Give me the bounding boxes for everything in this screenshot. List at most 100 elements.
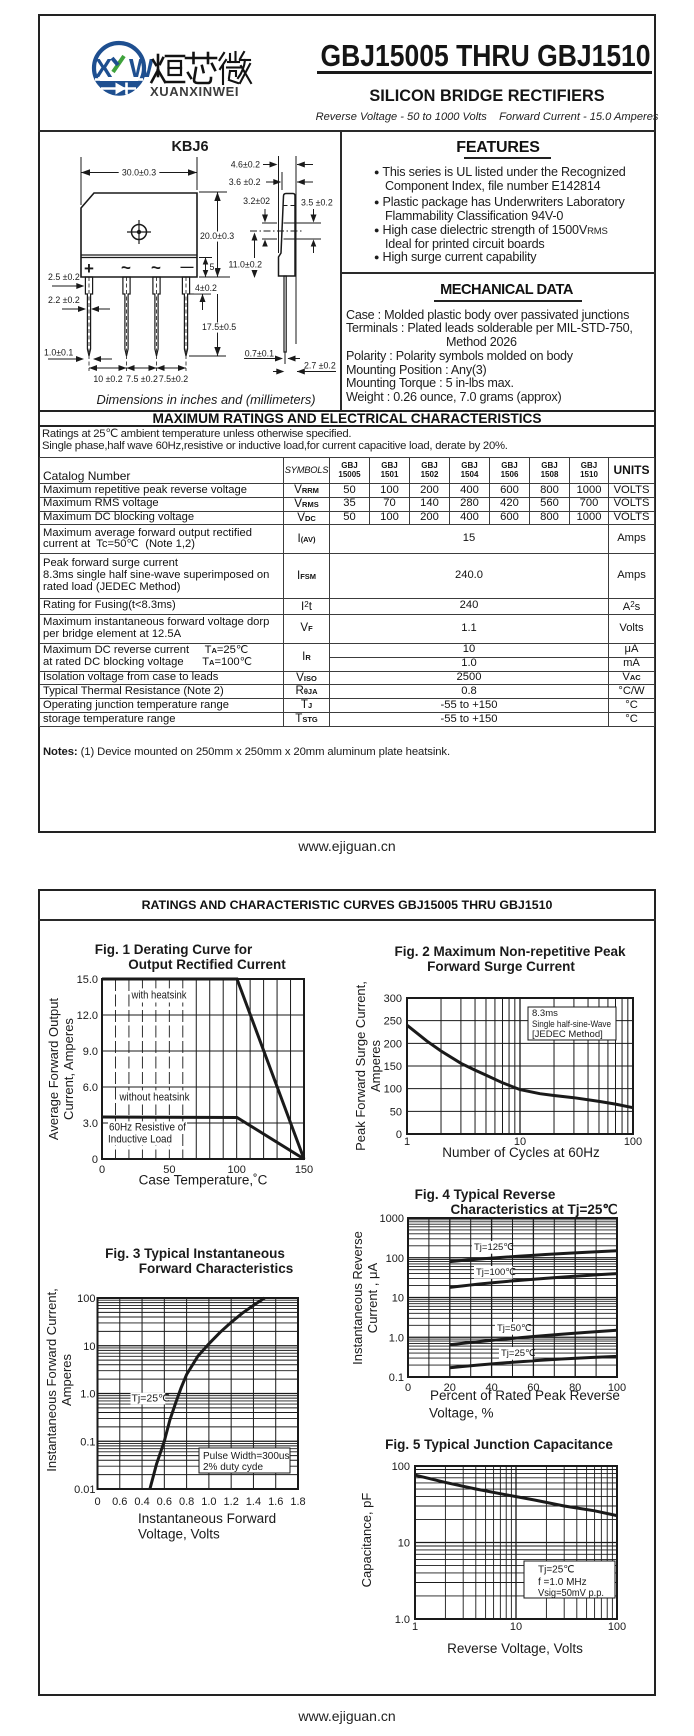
svg-text:30.0±0.3: 30.0±0.3 bbox=[122, 168, 156, 178]
svg-text:Pulse Width=300us: Pulse Width=300us bbox=[203, 1451, 289, 1462]
svg-text:1: 1 bbox=[404, 1136, 410, 1148]
svg-text:300: 300 bbox=[384, 993, 402, 1005]
svg-text:0.6: 0.6 bbox=[112, 1496, 127, 1508]
svg-text:KBJ6: KBJ6 bbox=[171, 139, 208, 155]
svg-text:0: 0 bbox=[99, 1164, 105, 1176]
svg-text:5: 5 bbox=[210, 262, 215, 272]
svg-text:100: 100 bbox=[392, 1461, 410, 1473]
svg-text:Dimensions in inches and (mill: Dimensions in inches and (millimeters) bbox=[96, 392, 315, 407]
svg-text:0: 0 bbox=[396, 1129, 402, 1141]
svg-text:0.1: 0.1 bbox=[80, 1436, 95, 1448]
svg-text:Voltage, Volts: Voltage, Volts bbox=[138, 1527, 220, 1542]
svg-text:3.5 ±0.2: 3.5 ±0.2 bbox=[301, 198, 333, 208]
svg-text:1.0: 1.0 bbox=[80, 1389, 95, 1401]
svg-text:1: 1 bbox=[412, 1621, 418, 1633]
svg-text:—: — bbox=[181, 259, 194, 274]
svg-text:7.5±0.2: 7.5±0.2 bbox=[159, 374, 188, 384]
svg-text:Tj=25℃: Tj=25℃ bbox=[501, 1348, 536, 1359]
svg-text:Reverse Voltage, Volts: Reverse Voltage, Volts bbox=[447, 1641, 583, 1656]
svg-text:100: 100 bbox=[608, 1621, 626, 1633]
svg-text:2.5 ±0.2: 2.5 ±0.2 bbox=[48, 272, 80, 282]
svg-text:Case Temperature,˚C: Case Temperature,˚C bbox=[139, 1173, 268, 1188]
svg-text:6.0: 6.0 bbox=[83, 1082, 98, 1094]
svg-text:Inductive Load: Inductive Load bbox=[108, 1134, 172, 1146]
svg-text:0: 0 bbox=[405, 1382, 411, 1394]
svg-text:Fig. 5 Typical Junction Capaci: Fig. 5 Typical Junction Capacitance bbox=[385, 1437, 613, 1452]
svg-text:2% duty cyde: 2% duty cyde bbox=[203, 1462, 263, 1473]
svg-text:0: 0 bbox=[94, 1496, 100, 1508]
svg-text:f =1.0 MHz: f =1.0 MHz bbox=[538, 1577, 587, 1588]
svg-text:Instantaneous Reverse: Instantaneous Reverse bbox=[350, 1231, 365, 1365]
svg-text:10: 10 bbox=[514, 1136, 526, 1148]
svg-text:3.2±02: 3.2±02 bbox=[243, 196, 270, 206]
svg-text:150: 150 bbox=[384, 1061, 402, 1073]
svg-text:Output Rectified Current: Output Rectified Current bbox=[128, 957, 286, 972]
svg-text:20.0±0.3: 20.0±0.3 bbox=[200, 231, 234, 241]
svg-text:15.0: 15.0 bbox=[77, 974, 98, 986]
svg-text:Current , μA: Current , μA bbox=[365, 1263, 380, 1334]
svg-text:Amperes: Amperes bbox=[368, 1039, 383, 1092]
svg-text:10 ±0.2: 10 ±0.2 bbox=[93, 374, 122, 384]
svg-text:W: W bbox=[129, 53, 154, 83]
svg-text:0: 0 bbox=[92, 1154, 98, 1166]
svg-text:8.3ms: 8.3ms bbox=[532, 1008, 558, 1019]
svg-text:3.0: 3.0 bbox=[83, 1118, 98, 1130]
svg-text:Characteristics at Tj=25℃: Characteristics at Tj=25℃ bbox=[450, 1202, 618, 1217]
svg-text:Average Forward Output: Average Forward Output bbox=[46, 998, 61, 1140]
svg-text:[JEDEC Method]: [JEDEC Method] bbox=[532, 1029, 603, 1040]
svg-text:Tj=125℃: Tj=125℃ bbox=[474, 1242, 514, 1253]
svg-text:Current, Amperes: Current, Amperes bbox=[61, 1018, 76, 1120]
svg-text:1.0: 1.0 bbox=[201, 1496, 216, 1508]
svg-text:11.0±0.2: 11.0±0.2 bbox=[228, 260, 262, 270]
svg-text:2.2 ±0.2: 2.2 ±0.2 bbox=[48, 295, 80, 305]
svg-text:Vsig=50mV p.p.: Vsig=50mV p.p. bbox=[538, 1588, 604, 1599]
svg-text:~: ~ bbox=[121, 258, 131, 277]
svg-text:2.7 ±0.2: 2.7 ±0.2 bbox=[304, 361, 336, 371]
svg-text:150: 150 bbox=[295, 1164, 313, 1176]
svg-text:with heatsink: with heatsink bbox=[131, 990, 187, 1002]
svg-text:10: 10 bbox=[392, 1293, 404, 1305]
svg-text:60: 60 bbox=[527, 1382, 539, 1394]
svg-text:X: X bbox=[95, 53, 113, 83]
svg-text:Fig. 1 Derating Curve for: Fig. 1 Derating Curve for bbox=[95, 942, 253, 957]
svg-text:17.5±0.5: 17.5±0.5 bbox=[202, 322, 236, 332]
svg-text:0.1: 0.1 bbox=[389, 1372, 404, 1384]
svg-text:Fig. 3 Typical Instantaneous: Fig. 3 Typical Instantaneous bbox=[105, 1246, 285, 1261]
svg-text:250: 250 bbox=[384, 1016, 402, 1028]
svg-text:Single half-sine-Wave: Single half-sine-Wave bbox=[532, 1019, 611, 1030]
svg-text:0.8: 0.8 bbox=[179, 1496, 194, 1508]
svg-text:1.0: 1.0 bbox=[395, 1614, 410, 1626]
svg-text:Percent of Rated Peak Reverse: Percent of Rated Peak Reverse bbox=[430, 1388, 620, 1403]
svg-text:1.0: 1.0 bbox=[389, 1332, 404, 1344]
svg-text:Voltage, %: Voltage, % bbox=[429, 1406, 494, 1421]
svg-text:Forward Characteristics: Forward Characteristics bbox=[139, 1261, 294, 1276]
svg-text:Tj=25℃: Tj=25℃ bbox=[132, 1393, 171, 1405]
svg-text:~: ~ bbox=[151, 258, 161, 277]
svg-text:Number of Cycles at 60Hz: Number of Cycles at 60Hz bbox=[442, 1145, 600, 1160]
svg-text:0.6: 0.6 bbox=[157, 1496, 172, 1508]
svg-text:Instantaneous Forward: Instantaneous Forward bbox=[138, 1511, 276, 1526]
svg-text:Peak Forward Surge Current,: Peak Forward Surge Current, bbox=[353, 981, 368, 1151]
svg-text:1.2: 1.2 bbox=[224, 1496, 239, 1508]
svg-text:12.0: 12.0 bbox=[77, 1010, 98, 1022]
svg-text:Instantaneous Forward Current,: Instantaneous Forward Current, bbox=[44, 1288, 59, 1472]
svg-text:100: 100 bbox=[386, 1253, 404, 1265]
svg-text:Capacitance, pF: Capacitance, pF bbox=[359, 1493, 374, 1588]
svg-text:10: 10 bbox=[83, 1341, 95, 1353]
svg-text:50: 50 bbox=[390, 1106, 402, 1118]
svg-text:0.7±0.1: 0.7±0.1 bbox=[245, 349, 274, 359]
svg-text:200: 200 bbox=[384, 1038, 402, 1050]
svg-text:3.6 ±0.2: 3.6 ±0.2 bbox=[229, 177, 261, 187]
svg-text:0.4: 0.4 bbox=[134, 1496, 149, 1508]
svg-text:Forward Surge Current: Forward Surge Current bbox=[427, 959, 575, 974]
svg-text:7.5 ±0.2: 7.5 ±0.2 bbox=[126, 374, 158, 384]
svg-text:1.0±0.1: 1.0±0.1 bbox=[44, 348, 73, 358]
svg-text:10: 10 bbox=[510, 1621, 522, 1633]
svg-text:100: 100 bbox=[227, 1164, 245, 1176]
svg-text:20: 20 bbox=[444, 1382, 456, 1394]
svg-text:80: 80 bbox=[569, 1382, 581, 1394]
svg-text:0.01: 0.01 bbox=[74, 1484, 95, 1496]
svg-text:Tj=50℃: Tj=50℃ bbox=[497, 1323, 532, 1334]
svg-text:Fig. 2 Maximum Non-repetitive: Fig. 2 Maximum Non-repetitive Peak bbox=[394, 944, 626, 959]
svg-text:1.4: 1.4 bbox=[246, 1496, 261, 1508]
